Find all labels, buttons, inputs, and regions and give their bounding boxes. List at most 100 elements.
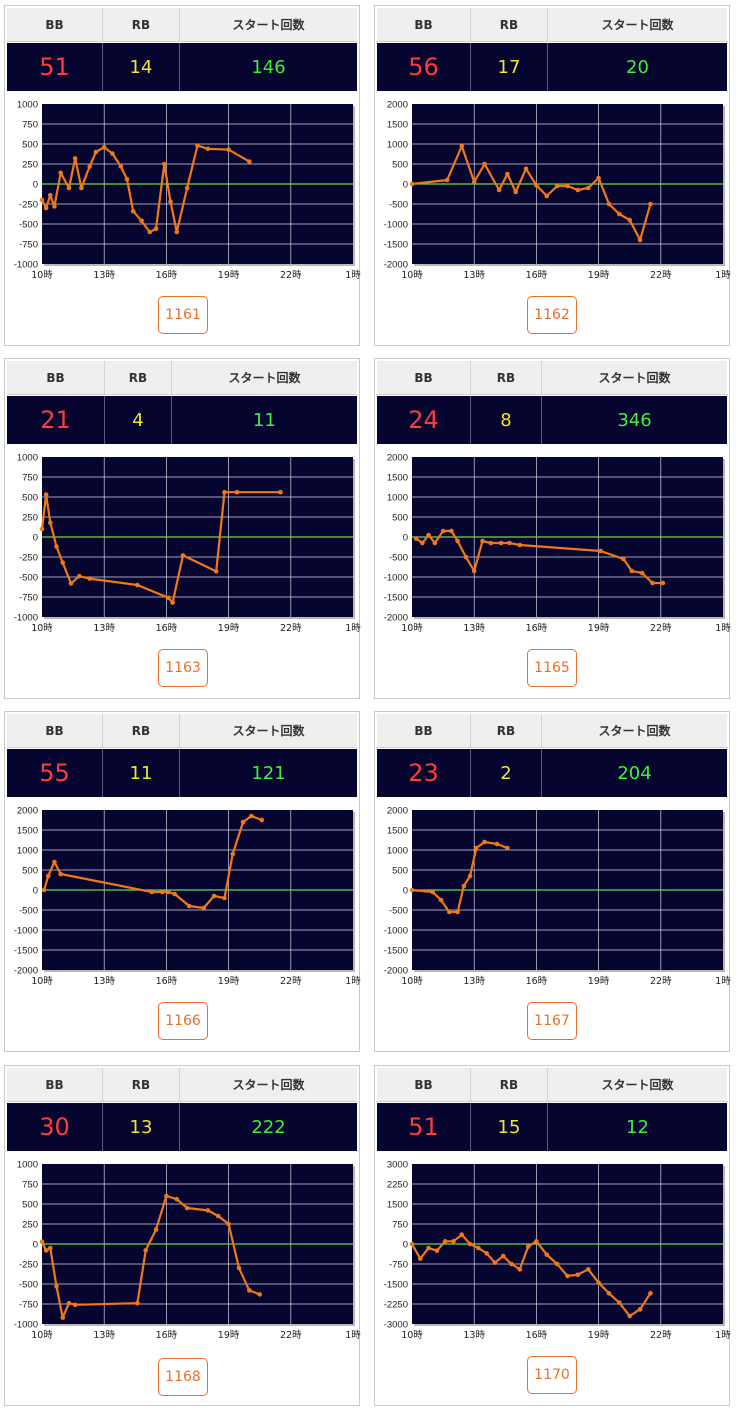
y-tick-label: -1000 — [384, 220, 408, 231]
machine-number-link[interactable]: 1165 — [527, 649, 577, 687]
data-point — [463, 554, 469, 560]
start-count: 20 — [626, 56, 649, 78]
data-point — [58, 871, 63, 877]
machine-number-link[interactable]: 1163 — [158, 649, 208, 687]
data-point — [648, 1291, 653, 1296]
bb-header: BB — [7, 8, 103, 41]
start-count-header: スタート回数 — [601, 18, 674, 32]
header-row: BB RB スタート回数 — [377, 8, 727, 42]
data-point — [409, 887, 415, 893]
rb-count: 17 — [471, 43, 548, 91]
data-point — [159, 889, 165, 895]
y-tick-label: -500 — [389, 553, 408, 564]
bb-count: 55 — [7, 749, 103, 797]
y-tick-label: -1000 — [384, 573, 408, 584]
machine-card: BB RB スタート回数 30 13 222 1000 750 500 250 0 -250 -500 -… — [4, 1065, 361, 1406]
header-row: BB RB スタート回数 — [377, 714, 727, 748]
y-tick-label: -750 — [19, 1300, 38, 1311]
x-tick-label: 1時 — [715, 976, 731, 987]
data-point — [247, 159, 252, 164]
bb-count: 24 — [377, 396, 471, 444]
data-point — [170, 600, 175, 605]
y-tick-label: -500 — [19, 573, 38, 584]
y-tick-label: 0 — [33, 1240, 38, 1251]
bb-count: 51 — [7, 43, 103, 91]
x-tick-label: 10時 — [31, 270, 53, 281]
rb-header: RB — [471, 1068, 548, 1101]
x-tick-label: 22時 — [280, 976, 302, 987]
data-point — [66, 185, 72, 191]
y-tick-label: 1000 — [17, 100, 38, 111]
y-tick-label: 3000 — [387, 1160, 408, 1171]
header-row: BB RB スタート回数 — [377, 1068, 727, 1102]
data-point — [461, 883, 467, 889]
rb-header: RB — [471, 8, 548, 41]
rb-header: RB — [103, 1068, 180, 1101]
y-tick-label: 1500 — [17, 826, 38, 837]
machine-number-link[interactable]: 1166 — [158, 1002, 208, 1040]
x-tick-label: 10時 — [401, 1330, 423, 1341]
data-point — [409, 1241, 415, 1247]
values-row: 21 4 11 — [7, 396, 357, 444]
machine-card: BB RB スタート回数 51 15 12 3000 2250 1500 750 0 -750 -150… — [374, 1065, 731, 1406]
machine-number-link[interactable]: 1161 — [158, 296, 208, 334]
data-point — [162, 161, 167, 167]
bb-count: 21 — [7, 396, 105, 444]
x-tick-label: 22時 — [280, 623, 302, 634]
data-point — [39, 197, 45, 203]
data-point — [534, 182, 539, 188]
x-tick-label: 16時 — [156, 270, 178, 281]
y-tick-label: 2250 — [387, 1180, 408, 1191]
rb-header: RB — [471, 361, 542, 394]
x-tick-label: 1時 — [345, 270, 361, 281]
y-tick-label: -2250 — [384, 1300, 408, 1311]
data-point — [482, 839, 487, 845]
values-row: 51 14 146 — [7, 43, 357, 91]
start-count: 204 — [617, 762, 652, 784]
data-point — [617, 1300, 622, 1305]
rb-count: 15 — [471, 1103, 548, 1151]
data-point — [434, 1248, 440, 1253]
data-point — [488, 540, 494, 546]
data-point — [180, 553, 186, 558]
machine-number-link[interactable]: 1170 — [527, 1356, 577, 1394]
data-point — [52, 859, 57, 865]
x-tick-label: 16時 — [156, 623, 178, 634]
bb-header: BB — [7, 361, 105, 394]
bb-header: BB — [377, 8, 471, 41]
data-point — [166, 889, 171, 895]
x-tick-label: 13時 — [463, 623, 485, 634]
series-line — [41, 144, 250, 234]
start-count: 12 — [626, 1116, 649, 1138]
data-point — [205, 146, 211, 152]
data-point — [135, 1300, 140, 1306]
x-tick-label: 22時 — [650, 976, 672, 987]
data-point — [606, 201, 612, 207]
x-tick-label: 19時 — [218, 270, 240, 281]
machine-card: BB RB スタート回数 55 11 121 2000 1500 1000 500 0 -500 -10… — [4, 711, 361, 1052]
data-point — [39, 526, 45, 532]
data-point — [660, 580, 666, 586]
data-point — [492, 1260, 498, 1265]
bb-header: BB — [377, 1068, 471, 1101]
y-tick-label: -2000 — [384, 613, 408, 624]
machine-number-link[interactable]: 1162 — [527, 296, 577, 334]
y-tick-label: 750 — [22, 473, 38, 484]
data-point — [432, 540, 438, 546]
data-point — [544, 1252, 550, 1257]
x-tick-label: 16時 — [156, 976, 178, 987]
header-row: BB RB スタート回数 — [7, 8, 357, 42]
rb-count: 4 — [105, 396, 172, 444]
data-point — [47, 1245, 53, 1251]
data-point — [507, 540, 512, 546]
data-point — [498, 540, 504, 546]
data-point — [606, 1291, 612, 1296]
data-point — [226, 1221, 231, 1227]
machine-number-link[interactable]: 1167 — [527, 1002, 577, 1040]
data-point — [525, 1244, 531, 1249]
machine-number-link[interactable]: 1168 — [158, 1358, 208, 1396]
values-row: 56 17 20 — [377, 43, 727, 91]
data-point — [449, 528, 454, 534]
